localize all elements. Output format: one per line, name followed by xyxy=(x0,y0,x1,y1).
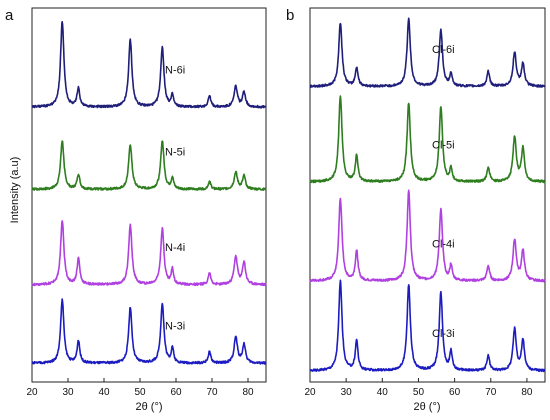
series-group-b: Cl-6i Cl-5i Cl-4i Cl-3i xyxy=(309,17,546,373)
series-group-a: N-6i N-5i N-4i N-3i xyxy=(31,20,267,365)
x-tick-label: 70 xyxy=(485,387,497,398)
series-label-n-4i: N-4i xyxy=(165,242,185,254)
series-label-cl-3i: Cl-3i xyxy=(432,328,455,340)
x-tick-label: 20 xyxy=(304,387,316,398)
x-tick-label: 60 xyxy=(170,387,182,398)
x-ticks-b: 20 30 40 50 60 70 80 xyxy=(304,378,533,398)
plot-frame-b xyxy=(309,7,546,383)
panel-letter-a: a xyxy=(5,7,14,24)
x-tick-label: 60 xyxy=(449,387,461,398)
x-tick-label: 80 xyxy=(521,387,533,398)
y-axis-title-a: Intensity (a.u) xyxy=(9,157,21,224)
panel-a: a Intensity (a.u) 2θ (°) 20 30 40 50 60 70 80 … xyxy=(5,7,267,413)
x-tick-label: 30 xyxy=(341,387,353,398)
series-line-n-4i xyxy=(31,220,267,287)
series-line-n-3i xyxy=(31,298,267,365)
panel-b: b 2θ (°) 20 30 40 50 60 70 80 Cl-6iCl-5iCl-4iC… xyxy=(286,7,546,413)
series-line-cl-5i xyxy=(309,95,546,184)
x-tick-label: 50 xyxy=(134,387,146,398)
series-label-cl-5i: Cl-5i xyxy=(432,139,455,151)
x-tick-label: 30 xyxy=(62,387,74,398)
series-label-n-3i: N-3i xyxy=(165,321,185,333)
panel-letter-b: b xyxy=(286,7,294,24)
x-axis-title-a: 2θ (°) xyxy=(135,401,162,413)
series-label-cl-6i: Cl-6i xyxy=(432,44,455,56)
x-tick-label: 70 xyxy=(206,387,218,398)
series-line-cl-4i xyxy=(309,189,546,283)
series-line-cl-3i xyxy=(309,279,546,373)
series-label-cl-4i: Cl-4i xyxy=(432,238,455,250)
x-tick-label: 40 xyxy=(98,387,110,398)
x-axis-title-b: 2θ (°) xyxy=(413,401,440,413)
series-line-cl-6i xyxy=(309,17,546,89)
x-tick-label: 80 xyxy=(242,387,254,398)
x-tick-label: 40 xyxy=(377,387,389,398)
series-label-n-5i: N-5i xyxy=(165,147,185,159)
x-ticks-a: 20 30 40 50 60 70 80 xyxy=(26,378,254,398)
series-line-n-6i xyxy=(31,20,267,109)
series-label-n-6i: N-6i xyxy=(165,64,185,76)
x-tick-label: 50 xyxy=(413,387,425,398)
series-line-n-5i xyxy=(31,140,267,191)
x-tick-label: 20 xyxy=(26,387,38,398)
plot-frame-a xyxy=(31,7,267,383)
